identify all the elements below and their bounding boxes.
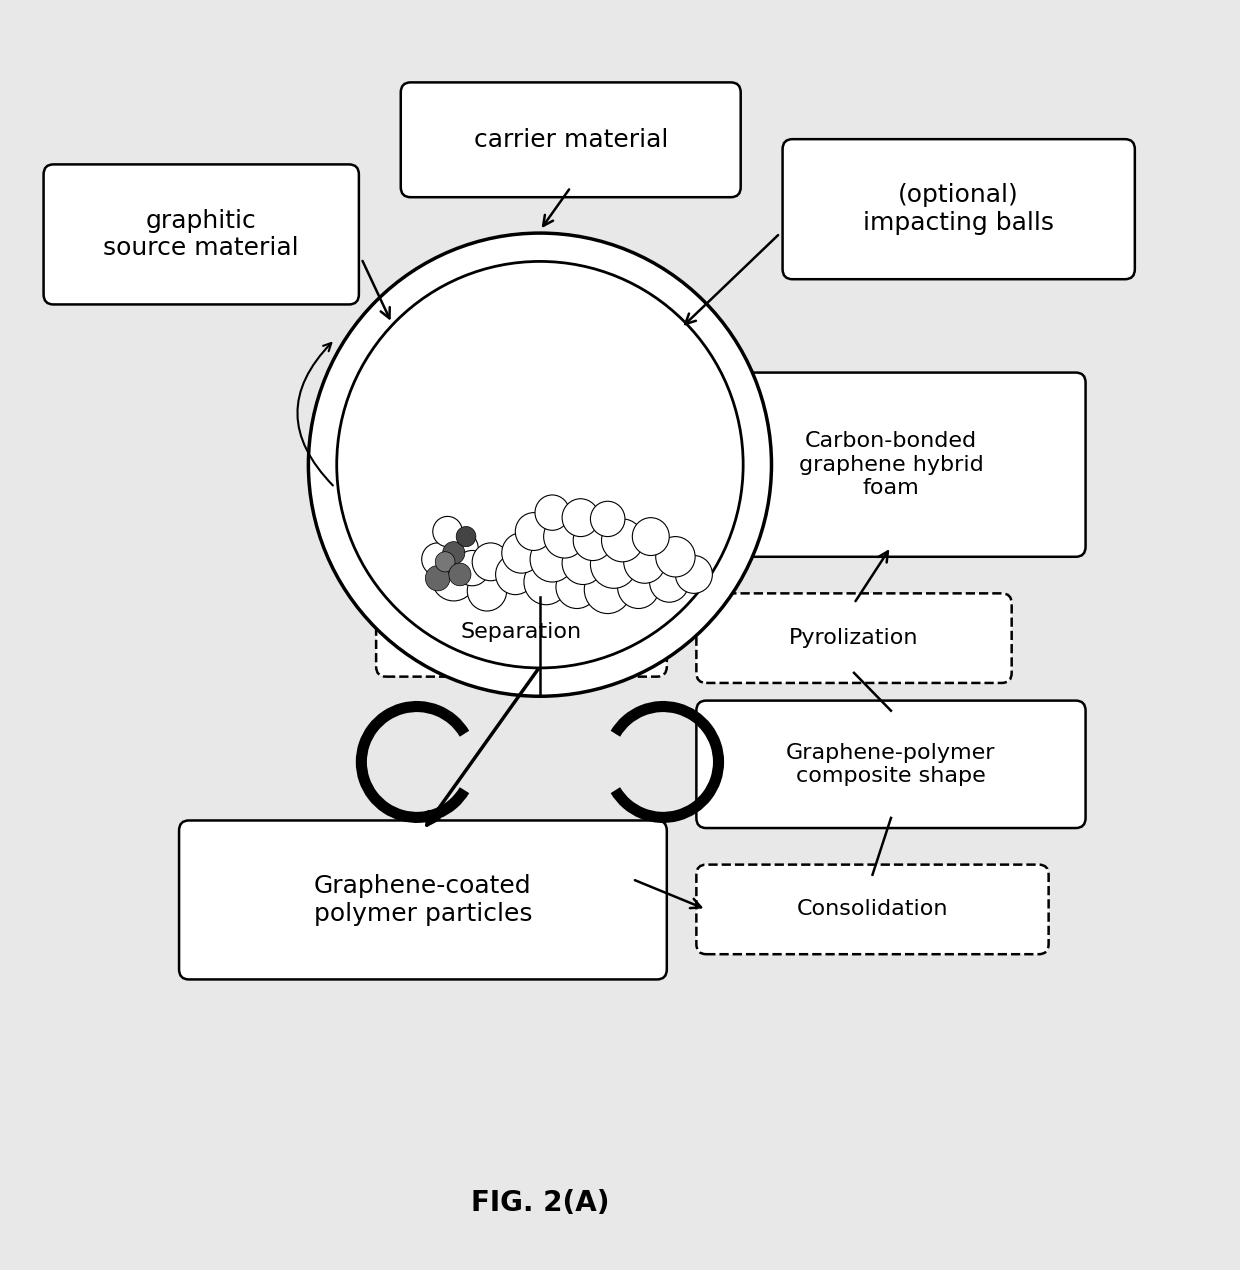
- Text: graphitic
source material: graphitic source material: [103, 208, 299, 260]
- Text: Graphene-coated
polymer particles: Graphene-coated polymer particles: [314, 874, 532, 926]
- Circle shape: [590, 540, 637, 588]
- Circle shape: [590, 502, 625, 537]
- FancyBboxPatch shape: [697, 593, 1012, 683]
- Ellipse shape: [309, 234, 771, 696]
- Text: FIG. 2(A): FIG. 2(A): [471, 1189, 609, 1217]
- Circle shape: [562, 499, 599, 537]
- Circle shape: [472, 542, 510, 580]
- Text: Consolidation: Consolidation: [797, 899, 949, 919]
- Text: (optional)
impacting balls: (optional) impacting balls: [863, 183, 1054, 235]
- Circle shape: [502, 533, 541, 573]
- Text: Pyrolization: Pyrolization: [790, 629, 919, 648]
- Text: Separation: Separation: [461, 622, 582, 641]
- Circle shape: [516, 513, 552, 550]
- Circle shape: [573, 521, 613, 560]
- Circle shape: [496, 554, 534, 594]
- Circle shape: [650, 561, 689, 602]
- FancyBboxPatch shape: [697, 372, 1085, 556]
- Circle shape: [534, 495, 569, 531]
- Circle shape: [556, 565, 598, 608]
- Circle shape: [624, 540, 666, 583]
- FancyBboxPatch shape: [43, 164, 358, 305]
- Circle shape: [632, 518, 670, 555]
- Circle shape: [425, 565, 450, 591]
- Circle shape: [449, 563, 471, 585]
- Text: Graphene-polymer
composite shape: Graphene-polymer composite shape: [786, 743, 996, 786]
- Circle shape: [584, 565, 631, 613]
- Text: Carbon-bonded
graphene hybrid
foam: Carbon-bonded graphene hybrid foam: [799, 432, 983, 498]
- Circle shape: [618, 565, 660, 608]
- Circle shape: [435, 551, 455, 572]
- Circle shape: [432, 555, 476, 601]
- Circle shape: [543, 516, 585, 558]
- Circle shape: [676, 555, 712, 593]
- Circle shape: [562, 541, 604, 584]
- FancyBboxPatch shape: [697, 865, 1049, 954]
- Circle shape: [455, 550, 490, 585]
- Circle shape: [433, 517, 463, 546]
- Circle shape: [656, 537, 696, 577]
- Circle shape: [443, 541, 465, 564]
- FancyBboxPatch shape: [179, 820, 667, 979]
- Circle shape: [525, 559, 568, 605]
- Text: carrier material: carrier material: [474, 128, 668, 152]
- FancyBboxPatch shape: [782, 140, 1135, 279]
- Circle shape: [456, 527, 476, 546]
- FancyBboxPatch shape: [697, 701, 1085, 828]
- Circle shape: [441, 531, 479, 568]
- Circle shape: [601, 519, 644, 561]
- FancyBboxPatch shape: [376, 587, 667, 677]
- Circle shape: [467, 570, 507, 611]
- Circle shape: [529, 537, 574, 582]
- Circle shape: [422, 542, 454, 575]
- FancyBboxPatch shape: [401, 83, 740, 197]
